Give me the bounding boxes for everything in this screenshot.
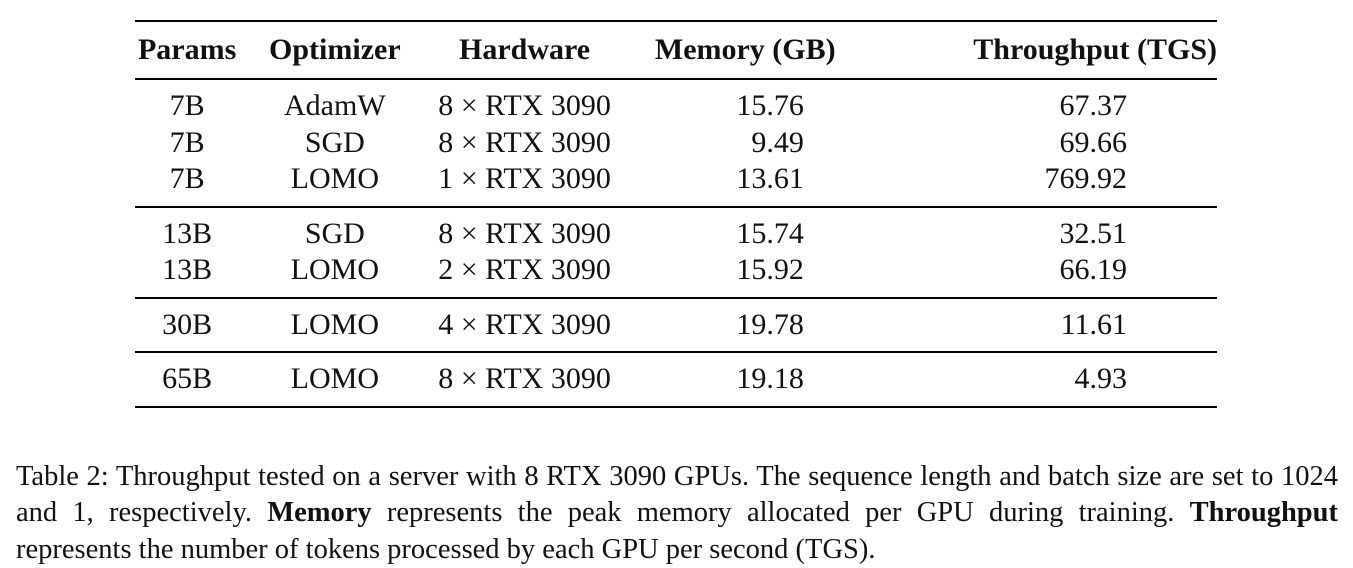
table-header-row: Params Optimizer Hardware Memory (GB) Th…	[135, 21, 1217, 79]
cell-throughput: 4.93	[872, 352, 1217, 407]
cell-hardware: 2 × RTX 3090	[430, 252, 618, 298]
cell-params: 7B	[135, 161, 239, 207]
caption-bold-memory: Memory	[267, 497, 371, 528]
caption-text: represents the peak memory allocated per…	[372, 497, 1190, 528]
header-memory: Memory (GB)	[619, 21, 872, 79]
header-optimizer: Optimizer	[239, 21, 430, 79]
cell-throughput: 67.37	[872, 79, 1217, 125]
cell-params: 7B	[135, 125, 239, 162]
cell-params: 65B	[135, 352, 239, 407]
cell-optimizer: LOMO	[239, 352, 430, 407]
cell-optimizer: LOMO	[239, 298, 430, 353]
throughput-table: Params Optimizer Hardware Memory (GB) Th…	[135, 20, 1217, 408]
cell-params: 30B	[135, 298, 239, 353]
header-hardware: Hardware	[430, 21, 618, 79]
table-row: 13B SGD 8 × RTX 3090 15.74 32.51	[135, 207, 1217, 253]
table-row: 7B SGD 8 × RTX 3090 9.49 69.66	[135, 125, 1217, 162]
cell-optimizer: SGD	[239, 207, 430, 253]
cell-memory: 13.61	[619, 161, 872, 207]
cell-optimizer: LOMO	[239, 161, 430, 207]
cell-params: 7B	[135, 79, 239, 125]
cell-params: 13B	[135, 252, 239, 298]
cell-optimizer: SGD	[239, 125, 430, 162]
cell-hardware: 8 × RTX 3090	[430, 207, 618, 253]
cell-memory: 19.78	[619, 298, 872, 353]
cell-memory: 15.76	[619, 79, 872, 125]
cell-memory: 15.74	[619, 207, 872, 253]
cell-hardware: 4 × RTX 3090	[430, 298, 618, 353]
header-throughput: Throughput (TGS)	[872, 21, 1217, 79]
cell-throughput: 69.66	[872, 125, 1217, 162]
cell-throughput: 66.19	[872, 252, 1217, 298]
cell-params: 13B	[135, 207, 239, 253]
caption-text: represents the number of tokens processe…	[16, 534, 876, 565]
cell-optimizer: LOMO	[239, 252, 430, 298]
cell-throughput: 11.61	[872, 298, 1217, 353]
cell-memory: 19.18	[619, 352, 872, 407]
table-row: 30B LOMO 4 × RTX 3090 19.78 11.61	[135, 298, 1217, 353]
table-row: 13B LOMO 2 × RTX 3090 15.92 66.19	[135, 252, 1217, 298]
cell-memory: 15.92	[619, 252, 872, 298]
caption-bold-throughput: Throughput	[1190, 497, 1338, 528]
cell-throughput: 32.51	[872, 207, 1217, 253]
cell-hardware: 1 × RTX 3090	[430, 161, 618, 207]
cell-throughput: 769.92	[872, 161, 1217, 207]
cell-memory: 9.49	[619, 125, 872, 162]
cell-optimizer: AdamW	[239, 79, 430, 125]
cell-hardware: 8 × RTX 3090	[430, 125, 618, 162]
table-row: 65B LOMO 8 × RTX 3090 19.18 4.93	[135, 352, 1217, 407]
cell-hardware: 8 × RTX 3090	[430, 79, 618, 125]
table-row: 7B LOMO 1 × RTX 3090 13.61 769.92	[135, 161, 1217, 207]
table-caption: Table 2: Throughput tested on a server w…	[16, 459, 1338, 568]
cell-hardware: 8 × RTX 3090	[430, 352, 618, 407]
header-params: Params	[135, 21, 239, 79]
results-table-container: Params Optimizer Hardware Memory (GB) Th…	[135, 20, 1217, 408]
table-row: 7B AdamW 8 × RTX 3090 15.76 67.37	[135, 79, 1217, 125]
